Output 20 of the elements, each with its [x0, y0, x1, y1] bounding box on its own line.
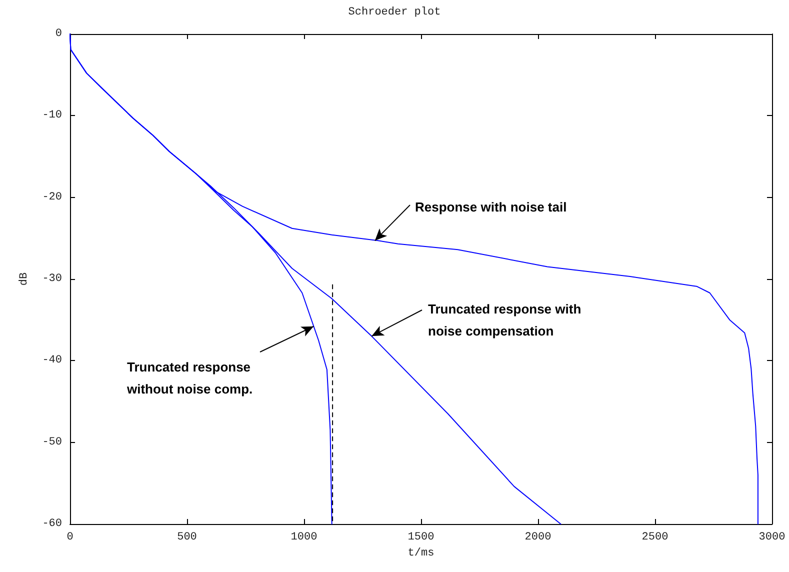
y-tick-label: -10 [42, 110, 62, 122]
y-tick-label: -60 [42, 518, 62, 530]
x-tick-label: 3000 [758, 532, 786, 544]
y-tick-label: -30 [42, 273, 62, 285]
x-tick-label: 1500 [408, 532, 434, 544]
y-tick-label: 0 [55, 28, 62, 40]
x-tick-label: 2500 [642, 532, 668, 544]
x-tick-label: 2000 [524, 532, 552, 544]
y-axis-title: dB [18, 272, 30, 286]
x-tick-label: 1000 [290, 532, 318, 544]
x-tick-label: 500 [177, 532, 197, 544]
y-tick-label: -50 [42, 436, 62, 448]
y-tick-label: -20 [42, 191, 62, 204]
y-tick-label: -40 [42, 354, 62, 367]
annotation: Response with noise tail [415, 200, 567, 214]
annotation: Truncated response without noise comp. [126, 360, 253, 396]
x-tick-label: 0 [66, 532, 74, 544]
x-axis-title: t/ms [408, 547, 434, 560]
annotation: Truncated response with noise compensation [428, 302, 582, 338]
chart-title: Schroeder plot [348, 6, 441, 18]
